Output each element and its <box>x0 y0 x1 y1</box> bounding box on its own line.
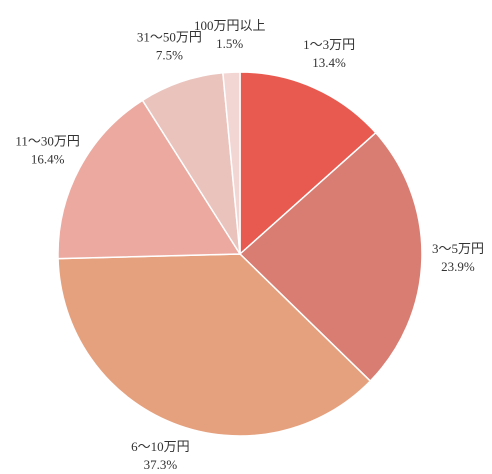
slice-value-label: 7.5% <box>156 48 183 63</box>
slice-label: 31～50万円 <box>137 30 202 45</box>
pie-slice <box>57 99 242 260</box>
slice-value-label: 37.3% <box>144 457 178 469</box>
slice-value-label: 1.5% <box>216 36 243 51</box>
slice-label: 6～10万円 <box>131 439 190 454</box>
slice-value-label: 23.9% <box>441 259 475 274</box>
pie-slice <box>239 71 377 256</box>
pie-slice <box>222 71 241 255</box>
slice-value-label: 13.4% <box>312 55 346 70</box>
slice-label: 100万円以上 <box>194 18 266 33</box>
slice-label: 3～5万円 <box>432 241 484 256</box>
slice-value-label: 16.4% <box>31 151 65 166</box>
pie-slice <box>238 131 423 383</box>
slice-label: 11～30万円 <box>15 133 80 148</box>
pie-slice <box>57 253 372 437</box>
slice-label: 1～3万円 <box>303 37 355 52</box>
